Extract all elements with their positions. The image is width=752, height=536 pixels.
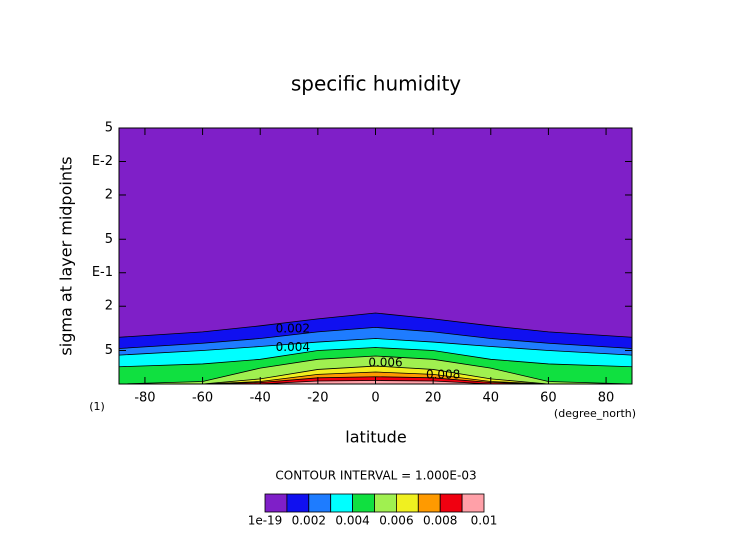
x-tick-label: -60 [192,391,213,406]
contour-line [118,355,633,385]
colorbar-label: 0.008 [423,514,457,528]
colorbar-box [308,493,332,513]
y-tick-label: 2 [105,299,113,314]
x-unit: (degree_north) [554,407,636,420]
contour-line [118,338,633,356]
colorbar-box [417,493,441,513]
y-unit: (1) [89,400,105,413]
x-tick-label: -20 [307,391,328,406]
x-tick-label: 60 [540,391,557,406]
colorbar-label: 0.002 [292,514,326,528]
y-tick-label: E-1 [92,265,113,280]
y-axis-label: sigma at layer midpoints [57,156,76,355]
contour-line [118,347,633,368]
colorbar-box [439,493,463,513]
y-tick-label: E-2 [92,154,113,169]
colorbar-box [395,493,419,513]
x-tick-label: -40 [250,391,271,406]
contour-label: 0.006 [368,356,402,370]
contour-label: 0.008 [426,367,460,381]
contour-line [118,327,633,349]
contour-line [118,312,633,338]
colorbar-label: 0.006 [379,514,413,528]
colorbar-box [286,493,310,513]
x-tick-label: 80 [598,391,615,406]
y-tick-label: 5 [105,121,113,136]
contour-label: 0.004 [276,340,310,354]
y-tick-label: 5 [105,232,113,247]
x-axis-label: latitude [345,428,406,447]
colorbar-box [264,493,288,513]
x-tick-label: 40 [483,391,500,406]
y-tick-label: 5 [105,343,113,358]
colorbar-box [374,493,397,513]
x-tick-label: 20 [425,391,442,406]
chart-title: specific humidity [291,72,461,96]
colorbar-label: 0.004 [335,514,369,528]
x-tick-label: 0 [371,391,379,406]
colorbar-label: 1e-19 [248,514,283,528]
colorbar-label: 0.01 [471,514,498,528]
contour-interval: CONTOUR INTERVAL = 1.000E-03 [275,469,476,483]
colorbar-box [330,493,354,513]
x-tick-label: -80 [134,391,155,406]
colorbar-box [352,493,375,513]
y-tick-label: 2 [105,187,113,202]
contour-label: 0.002 [276,321,310,335]
colorbar-box [461,493,485,513]
contour-line [119,365,632,385]
